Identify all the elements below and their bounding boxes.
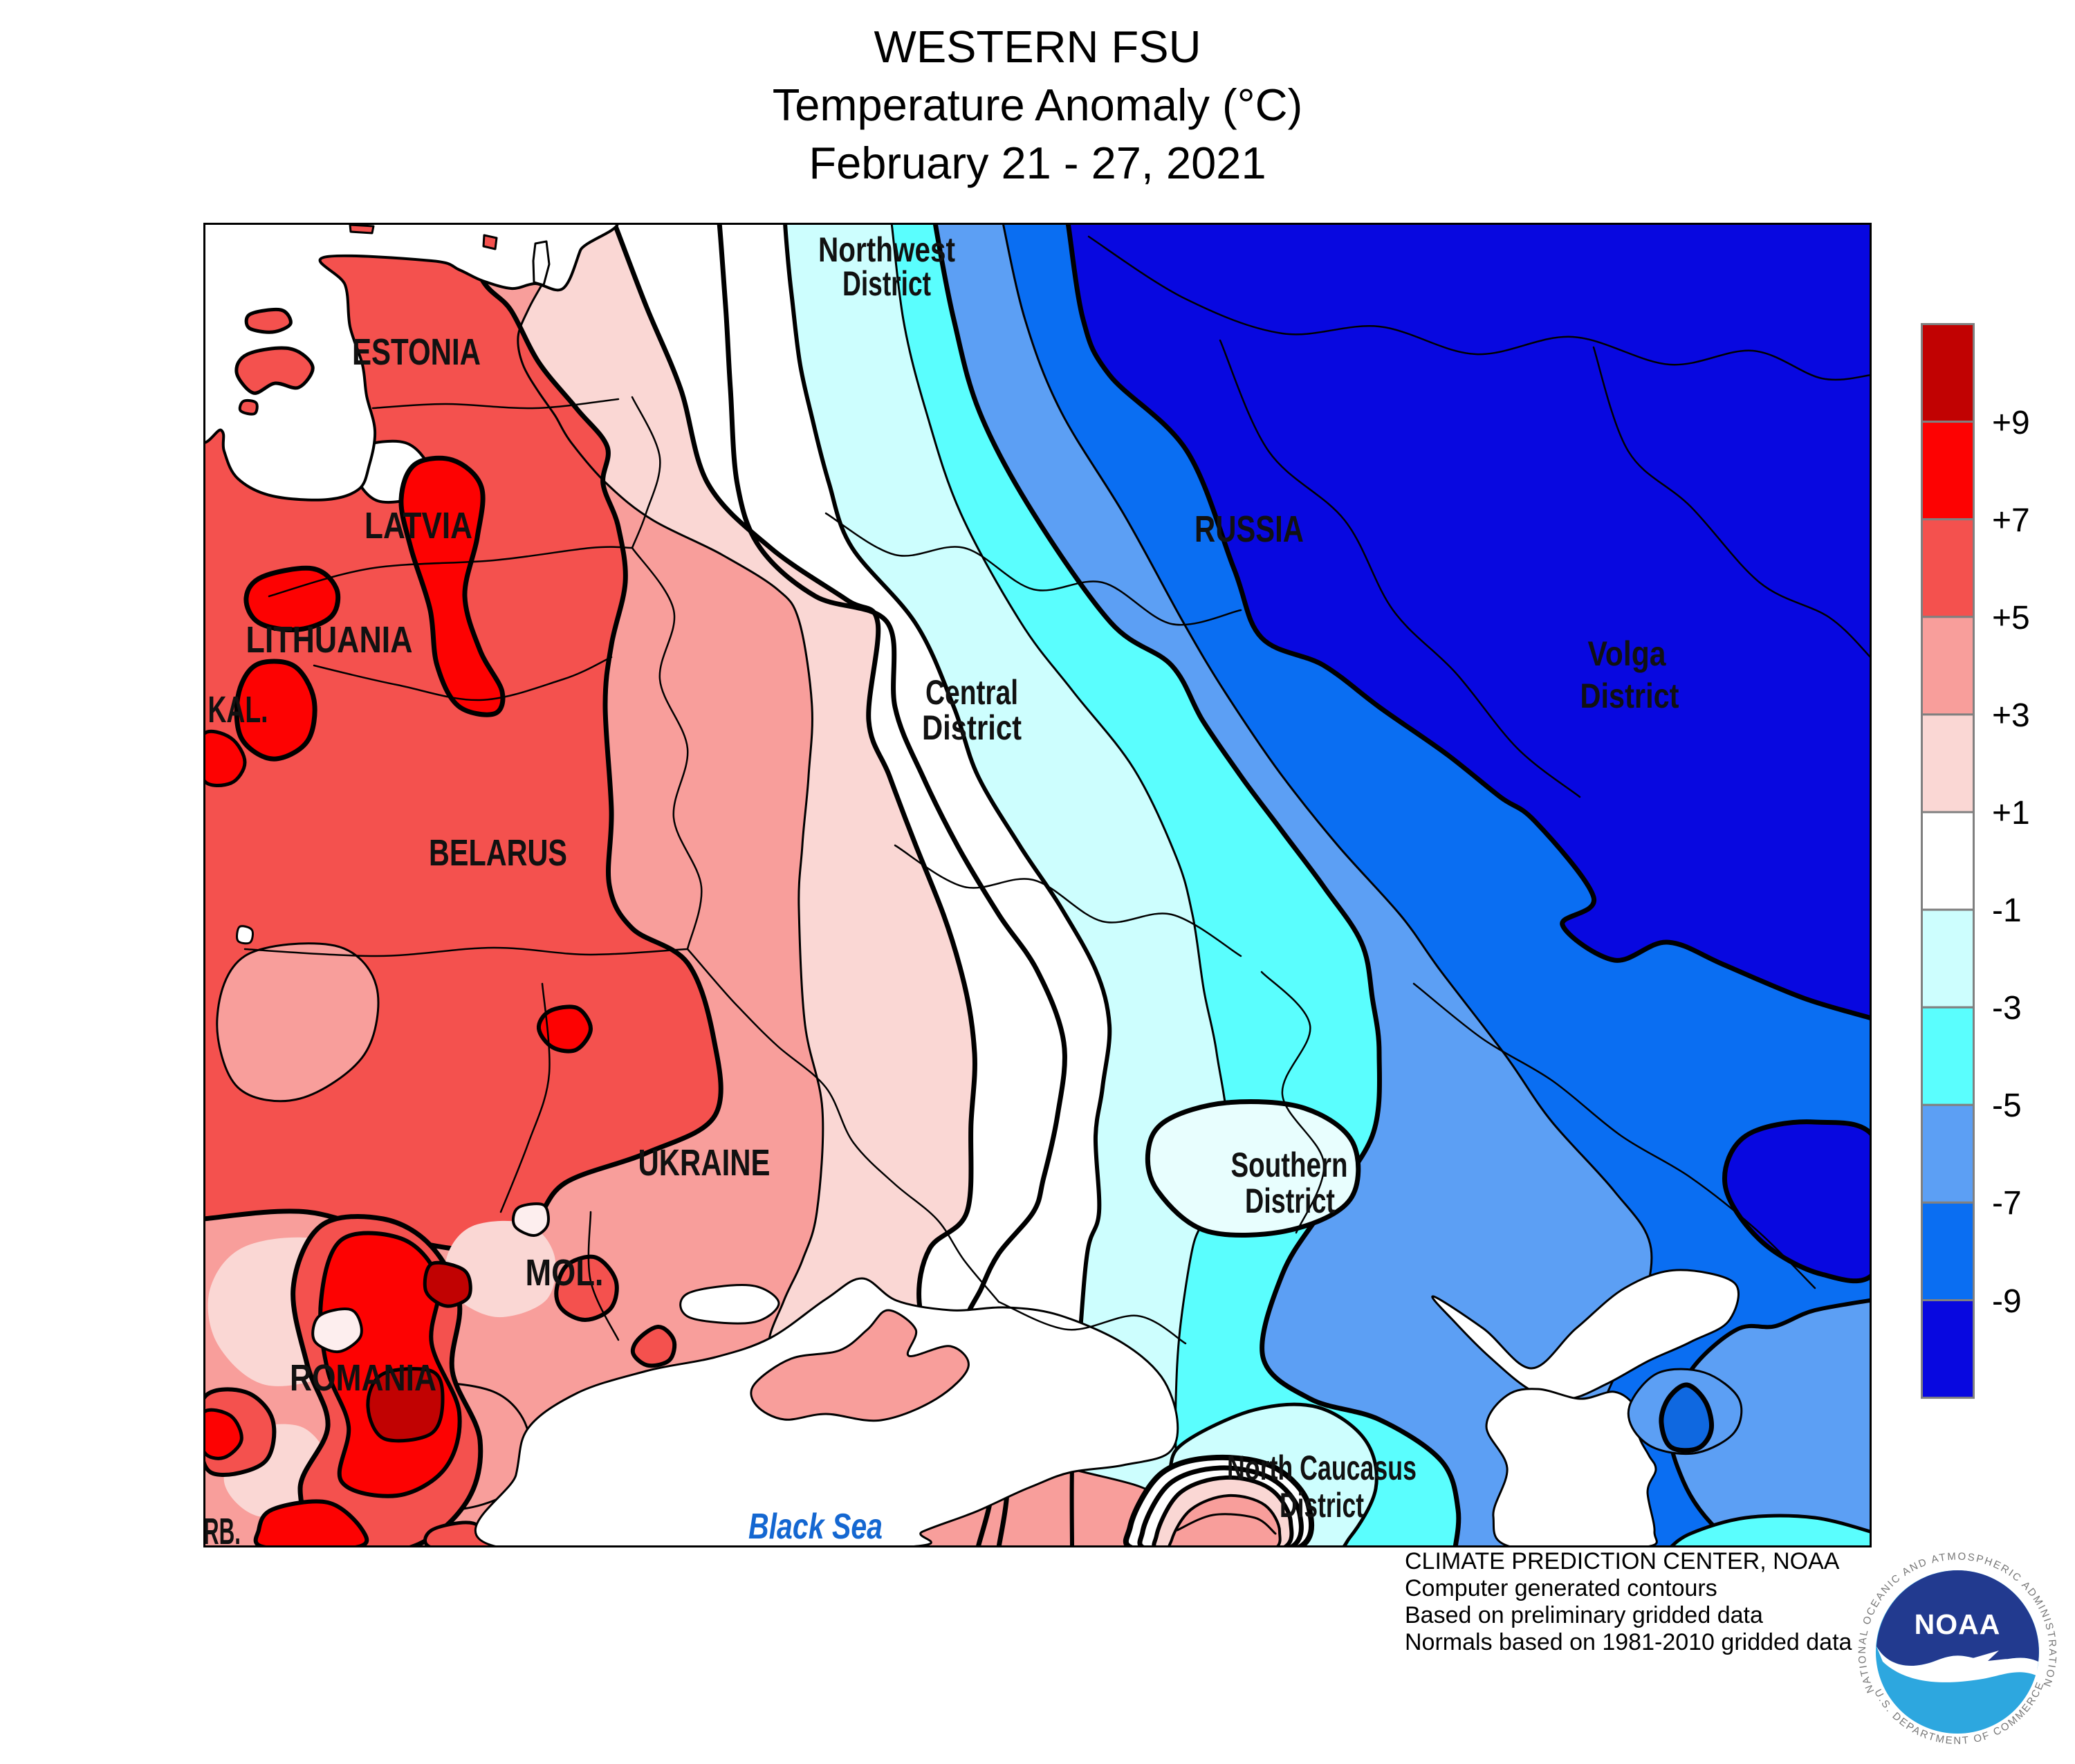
svg-text:Volga: Volga (1588, 634, 1667, 673)
svg-text:Northwest: Northwest (818, 230, 955, 269)
svg-text:MOL.: MOL. (526, 1252, 604, 1294)
svg-text:District: District (842, 264, 931, 303)
svg-text:KAL.: KAL. (208, 689, 268, 731)
svg-text:District: District (1280, 1486, 1364, 1525)
svg-text:Black Sea: Black Sea (748, 1507, 883, 1547)
svg-text:Southern: Southern (1231, 1146, 1348, 1184)
svg-text:+9: +9 (1992, 405, 2030, 441)
svg-text:-1: -1 (1992, 892, 2022, 929)
svg-text:District: District (922, 708, 1022, 747)
svg-text:-5: -5 (1992, 1087, 2022, 1124)
svg-text:LATVIA: LATVIA (365, 505, 472, 546)
svg-text:RUSSIA: RUSSIA (1195, 508, 1304, 550)
svg-text:UKRAINE: UKRAINE (638, 1142, 771, 1184)
svg-text:-3: -3 (1992, 990, 2022, 1027)
svg-text:LITHUANIA: LITHUANIA (246, 619, 413, 661)
svg-text:North Caucasus: North Caucasus (1227, 1449, 1417, 1487)
svg-text:District: District (1245, 1182, 1335, 1220)
svg-text:Central: Central (925, 673, 1018, 712)
svg-text:-9: -9 (1992, 1283, 2022, 1320)
svg-text:+5: +5 (1992, 600, 2030, 636)
svg-text:-7: -7 (1992, 1185, 2022, 1222)
svg-text:ROMANIA: ROMANIA (290, 1357, 436, 1399)
svg-text:+3: +3 (1992, 697, 2030, 734)
svg-text:+7: +7 (1992, 502, 2030, 539)
svg-text:RB.: RB. (203, 1511, 241, 1547)
svg-text:District: District (1580, 677, 1679, 715)
svg-text:+1: +1 (1992, 795, 2030, 832)
svg-text:NOAA: NOAA (1915, 1608, 2001, 1640)
svg-text:ESTONIA: ESTONIA (352, 331, 481, 373)
svg-text:BELARUS: BELARUS (429, 832, 567, 874)
